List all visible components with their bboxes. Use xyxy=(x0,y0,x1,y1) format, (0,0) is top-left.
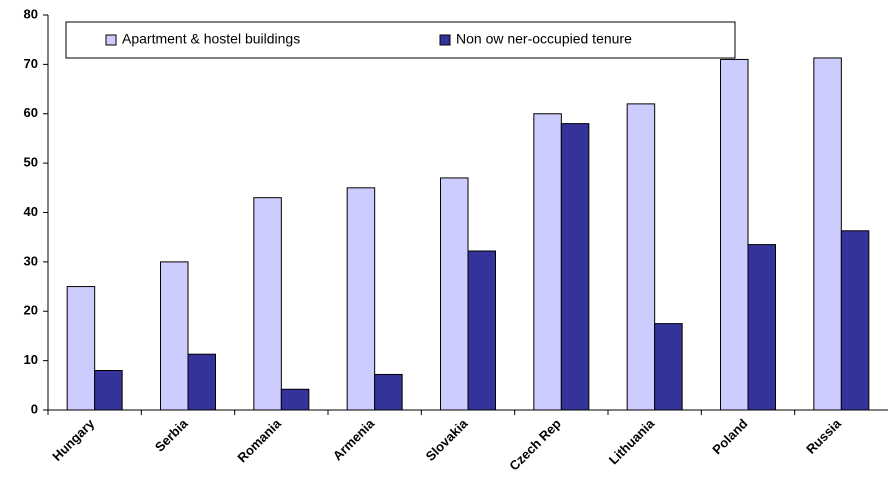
y-tick-label: 70 xyxy=(24,56,38,71)
bar xyxy=(747,244,776,411)
x-tick-label: Czech Rep xyxy=(506,416,564,474)
bar xyxy=(374,373,403,411)
y-tick-label: 20 xyxy=(24,303,38,318)
bar xyxy=(626,103,656,411)
bar xyxy=(533,113,562,411)
x-tick-label: Russia xyxy=(803,415,844,456)
legend-label: Non ow ner-occupied tenure xyxy=(456,31,632,47)
bar xyxy=(346,187,376,411)
bar xyxy=(654,323,683,411)
y-tick-label: 0 xyxy=(31,401,38,416)
y-tick-label: 30 xyxy=(24,253,38,268)
legend-swatch xyxy=(105,34,117,46)
x-tick-label: Poland xyxy=(709,416,750,457)
x-tick-label: Serbia xyxy=(152,415,191,454)
y-tick-label: 80 xyxy=(24,6,38,21)
bar xyxy=(720,58,749,411)
y-tick-label: 60 xyxy=(24,105,38,120)
y-tick-label: 40 xyxy=(24,204,38,219)
bar xyxy=(94,370,123,411)
x-tick-label: Lithuania xyxy=(606,415,658,467)
x-tick-label: Hungary xyxy=(49,415,97,463)
x-tick-label: Romania xyxy=(234,415,284,465)
x-tick-label: Armenia xyxy=(330,415,378,463)
legend-swatch xyxy=(439,34,451,46)
bar xyxy=(66,286,96,411)
bar xyxy=(560,123,590,411)
bar xyxy=(840,230,870,411)
bar xyxy=(440,177,469,411)
bar xyxy=(813,57,842,411)
x-tick-label: Slovakia xyxy=(423,415,471,463)
legend-box xyxy=(65,21,736,59)
y-tick-label: 50 xyxy=(24,155,38,170)
bar xyxy=(467,250,496,411)
bar xyxy=(253,197,282,411)
y-tick-label: 10 xyxy=(24,352,38,367)
legend-label: Apartment & hostel buildings xyxy=(122,31,300,47)
bar xyxy=(187,353,216,411)
bar xyxy=(280,388,310,411)
bar xyxy=(160,261,189,411)
